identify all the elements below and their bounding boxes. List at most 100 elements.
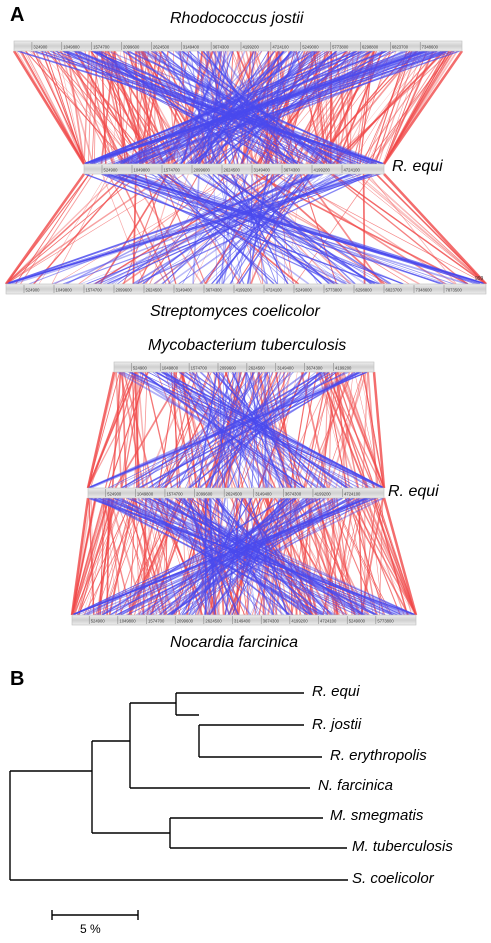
forward-match-link bbox=[114, 497, 161, 616]
tree-label-r-jostii: R. jostii bbox=[312, 716, 362, 733]
track-tick-label: 6298800 bbox=[362, 44, 379, 49]
track-tick-label: 6823700 bbox=[392, 44, 409, 49]
phylogenetic-tree bbox=[9, 692, 348, 920]
reverse-match-link bbox=[221, 371, 253, 489]
reverse-match-link bbox=[108, 173, 404, 285]
tree-label-m-tuberculosis: M. tuberculosis bbox=[352, 838, 453, 855]
reverse-match-link bbox=[177, 50, 219, 165]
reverse-match-link bbox=[65, 173, 281, 285]
track-r-jostii-to-track-r-equi-1-links bbox=[12, 50, 464, 165]
track-tick-label: 4199200 bbox=[314, 167, 331, 172]
reverse-match-link bbox=[133, 50, 356, 165]
species-rhodococcus-jostii-label: Rhodococcus jostii bbox=[170, 10, 304, 27]
genome-track-bar bbox=[113, 361, 375, 373]
reverse-match-link bbox=[172, 50, 373, 165]
reverse-match-link bbox=[203, 173, 381, 285]
tree-label-s-coelicolor: S. coelicolor bbox=[352, 870, 434, 887]
forward-match-link bbox=[94, 50, 97, 165]
forward-match-link bbox=[358, 50, 442, 165]
forward-match-link bbox=[302, 173, 383, 285]
forward-match-link bbox=[383, 50, 450, 165]
track-tick-label: 1574700 bbox=[166, 491, 183, 496]
forward-match-link bbox=[377, 50, 418, 165]
track-tick-label: 524900 bbox=[91, 618, 106, 623]
reverse-match-link bbox=[62, 173, 362, 285]
reverse-match-link bbox=[5, 173, 323, 285]
reverse-match-link bbox=[183, 497, 290, 616]
forward-match-link bbox=[304, 371, 353, 489]
reverse-match-link bbox=[135, 173, 372, 285]
track-tick-label: 1574700 bbox=[191, 365, 208, 370]
track-tick-label: 4724100 bbox=[272, 44, 289, 49]
reverse-match-link bbox=[74, 50, 284, 165]
forward-match-link bbox=[100, 50, 107, 165]
reverse-match-link bbox=[84, 173, 380, 285]
track-tick-label: 4199200 bbox=[335, 365, 352, 370]
tree-label-n-farcinica: N. farcinica bbox=[318, 777, 394, 794]
reverse-match-link bbox=[233, 371, 268, 489]
forward-match-link bbox=[368, 497, 384, 616]
track-tick-label: 3149400 bbox=[176, 287, 193, 292]
reverse-match-link bbox=[198, 497, 364, 616]
reverse-match-link bbox=[126, 497, 417, 616]
forward-match-link bbox=[101, 50, 128, 165]
forward-match-link bbox=[351, 50, 421, 165]
reverse-match-link bbox=[262, 371, 271, 489]
forward-match-link bbox=[337, 50, 438, 165]
forward-match-link bbox=[284, 497, 335, 616]
track-m-tuberculosis: 524900 1049800 1574700 2099600 2624500 314940… bbox=[113, 361, 375, 373]
reverse-match-link bbox=[178, 371, 349, 489]
reverse-match-link bbox=[226, 497, 236, 616]
reverse-match-link bbox=[177, 50, 297, 165]
forward-match-link bbox=[102, 497, 133, 616]
forward-match-link bbox=[90, 50, 116, 165]
reverse-match-link bbox=[246, 173, 269, 285]
track-n-farcinica: 524900 1049800 1574700 2099600 2624500 314940… bbox=[71, 614, 417, 626]
forward-match-link bbox=[305, 371, 333, 489]
track-tick-label: 3149400 bbox=[255, 491, 272, 496]
forward-match-link bbox=[334, 50, 424, 165]
reverse-match-link bbox=[270, 173, 279, 285]
forward-match-link bbox=[335, 50, 348, 165]
tree-label-m-smegmatis: M. smegmatis bbox=[330, 807, 424, 824]
track-tick-label: 2624500 bbox=[248, 365, 265, 370]
reverse-match-link bbox=[205, 173, 324, 285]
forward-match-link bbox=[54, 173, 239, 285]
reverse-match-link bbox=[75, 50, 385, 165]
forward-match-link bbox=[166, 50, 214, 165]
reverse-match-link bbox=[33, 50, 385, 165]
forward-match-link bbox=[78, 50, 122, 165]
forward-match-link bbox=[357, 173, 487, 285]
track-r-equi-2-to-track-n-farcinica-links bbox=[70, 497, 418, 616]
track-tick-label: 1049800 bbox=[56, 287, 73, 292]
forward-match-link bbox=[223, 497, 265, 616]
track-tick-label: 5249000 bbox=[296, 287, 313, 292]
forward-match-link bbox=[181, 497, 188, 616]
reverse-match-link bbox=[194, 50, 210, 165]
forward-match-link bbox=[88, 497, 132, 616]
track-tick-label: 3149400 bbox=[183, 44, 200, 49]
reverse-match-link bbox=[217, 50, 304, 165]
track-tick-label: 524900 bbox=[107, 491, 122, 496]
reverse-match-link bbox=[132, 173, 311, 285]
forward-match-link bbox=[361, 497, 377, 616]
reverse-match-link bbox=[168, 173, 321, 285]
forward-match-link bbox=[354, 173, 487, 285]
reverse-match-link bbox=[139, 371, 306, 489]
forward-match-link bbox=[95, 497, 137, 616]
reverse-match-link bbox=[137, 173, 337, 285]
track-tick-label: 3674300 bbox=[263, 618, 280, 623]
genome-tracks: 324900 1049800 1574700 2099600 2624500 314940… bbox=[5, 40, 487, 626]
reverse-match-link bbox=[151, 173, 279, 285]
species-nocardia-label: Nocardia farcinica bbox=[170, 634, 299, 651]
reverse-match-link bbox=[85, 497, 312, 616]
synteny-links bbox=[4, 50, 487, 616]
reverse-match-link bbox=[221, 173, 311, 285]
forward-match-link bbox=[161, 497, 169, 616]
forward-match-link bbox=[156, 371, 212, 489]
reverse-match-link bbox=[86, 173, 370, 285]
reverse-match-link bbox=[212, 173, 330, 285]
reverse-match-link bbox=[153, 497, 374, 616]
reverse-match-link bbox=[170, 371, 301, 489]
reverse-match-link bbox=[11, 173, 375, 285]
